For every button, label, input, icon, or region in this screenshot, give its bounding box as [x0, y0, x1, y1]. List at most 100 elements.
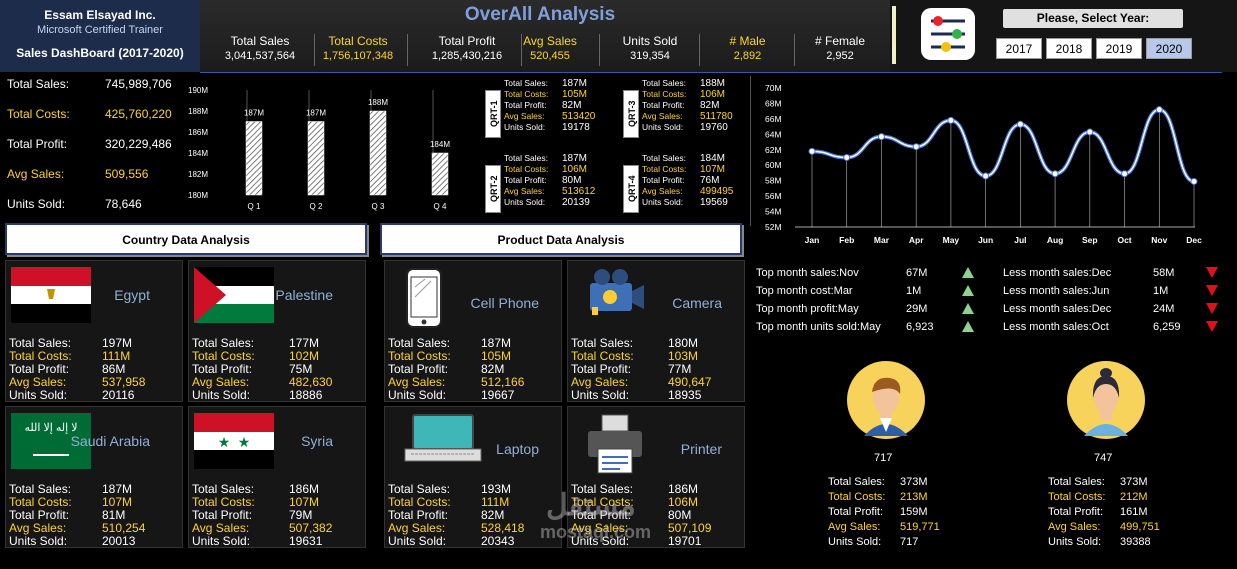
card-stat-value: 105M [481, 349, 512, 363]
top-month-value: 29M [906, 303, 928, 315]
year-button-2017[interactable]: 2017 [996, 38, 1042, 59]
card-stat-value: 19631 [289, 534, 323, 548]
product-card-laptop[interactable]: Laptop Total Sales: 193M Total Costs: 111M To… [384, 406, 562, 548]
card-stat-value: 107M [102, 495, 133, 509]
kpi-value: 520,455 [530, 50, 570, 62]
brand-name: Essam Elsayad Inc. [44, 8, 156, 22]
divider [794, 34, 795, 66]
filter-settings-icon[interactable] [921, 8, 975, 60]
down-arrow-icon [1206, 321, 1218, 332]
card-stat-value: 82M [481, 362, 505, 376]
kpi-female: # Female 2,952 [800, 34, 880, 62]
country-card-saudi-arabia[interactable]: لا إله إلا الله Saudi Arabia Total Sales: 1… [5, 406, 183, 548]
less-month-value: 6,259 [1153, 321, 1181, 333]
quarter-tag-qrt-2: QRT-2 [485, 165, 501, 213]
quarter-stat-label: Avg Sales: [642, 111, 683, 121]
bar-data-label: 187M [244, 109, 264, 118]
country-section-title: Country Data Analysis [5, 223, 367, 255]
down-arrow-icon [1206, 303, 1218, 314]
card-stat-label: Total Costs: [192, 495, 255, 509]
year-button-2020[interactable]: 2020 [1146, 38, 1192, 59]
quarter-stat-value: 19178 [562, 122, 590, 133]
gender-stat-value: 39388 [1120, 536, 1151, 548]
card-stat-label: Units Sold: [9, 388, 68, 402]
svg-text:★: ★ [218, 434, 231, 450]
quarter-stat-label: Total Costs: [642, 89, 687, 99]
product-card-camera[interactable]: Camera Total Sales: 180M Total Costs: 103M To… [567, 260, 745, 402]
top-month-label: Top month units sold:May [756, 321, 881, 333]
card-stat-value: 20116 [102, 388, 135, 402]
x-tick-label: Q 3 [372, 202, 385, 211]
y-tick-label: 56M [765, 191, 782, 201]
monthly-sales-line-chart: 70M 68M 66M 64M 62M 60M 58M 56M 54M 52M Jan Feb Mar A… [765, 83, 1202, 245]
card-name: Cell Phone [470, 295, 540, 311]
bar-data-label: 188M [368, 98, 388, 107]
x-tick-label: Oct [1117, 235, 1131, 245]
up-arrow-icon [962, 321, 974, 332]
y-tick-label: 54M [765, 207, 782, 217]
x-tick-label: Nov [1151, 235, 1167, 245]
divider [521, 34, 522, 66]
laptop-icon [403, 413, 483, 470]
card-name: Saudi Arabia [70, 433, 150, 449]
quarter-tag-qrt-3: QRT-3 [623, 90, 639, 138]
country-card-palestine[interactable]: Palestine Total Sales: 177M Total Costs: 102… [188, 260, 366, 402]
y-tick-label: 184M [188, 149, 208, 158]
card-stat-value: 197M [102, 336, 133, 350]
product-card-cell-phone[interactable]: Cell Phone Total Sales: 187M Total Costs: 10… [384, 260, 562, 402]
top-month-label: Top month profit:May [756, 303, 859, 315]
page-title: OverAll Analysis [464, 4, 616, 25]
card-stat-value: 102M [289, 349, 320, 363]
quarter-stat-value: 19760 [700, 122, 728, 133]
x-tick-label: Aug [1047, 235, 1064, 245]
quarter-stat-value: 499495 [700, 186, 734, 197]
watermark-latin: mostaql.com [540, 522, 652, 542]
product-card-printer[interactable]: Printer Total Sales: 186M Total Costs: 106M T… [567, 406, 745, 548]
card-stat-value: 82M [481, 508, 505, 522]
card-stat-value: 18935 [668, 388, 702, 402]
bar-q4 [431, 152, 449, 196]
country-card-egypt[interactable]: Egypt Total Sales: 197M Total Costs: 111M Tot… [5, 260, 183, 402]
card-name: Printer [680, 441, 722, 457]
quarter-stat-value: 82M [700, 100, 720, 111]
x-tick-label: May [943, 235, 960, 245]
year-filter-title: Please, Select Year: [1003, 9, 1183, 28]
card-stat-label: Total Costs: [388, 349, 451, 363]
x-tick-label: Q 4 [434, 202, 447, 211]
country-card-syria[interactable]: ★ ★ Syria Total Sales: 186M Total Costs: 107M T… [188, 406, 366, 548]
card-stat-label: Total Sales: [571, 482, 634, 496]
card-stat-value: 86M [102, 362, 126, 376]
quarter-stat-label: Avg Sales: [504, 111, 545, 121]
card-stat-value: 482,630 [289, 375, 333, 389]
card-stat-value: 80M [668, 508, 692, 522]
card-stat-label: Avg Sales: [9, 375, 67, 389]
female-avatar [1066, 360, 1146, 445]
point-feb [843, 154, 851, 161]
kpi-units-sold: Units Sold 319,354 [600, 34, 700, 62]
quarter-bar-chart: 190M 188M 186M 184M 182M 180M 187M Q 1 187M Q 2 18… [188, 86, 450, 211]
card-stat-value: 106M [668, 495, 699, 509]
year-button-2019[interactable]: 2019 [1096, 38, 1142, 59]
year-button-2018[interactable]: 2018 [1046, 38, 1092, 59]
y-tick-label: 64M [765, 129, 782, 139]
card-stat-label: Total Costs: [192, 349, 255, 363]
gender-stat-value: 161M [1120, 506, 1148, 518]
summary-value: 425,760,220 [105, 107, 172, 121]
point-nov [1155, 106, 1163, 114]
card-name: Egypt [114, 287, 150, 303]
kpi-label: Total Sales [230, 34, 290, 48]
card-stat-value: 107M [289, 495, 320, 509]
product-section-title: Product Data Analysis [380, 223, 742, 255]
x-tick-label: Jan [805, 235, 820, 245]
card-stat-value: 510,254 [102, 521, 146, 535]
card-stat-label: Units Sold: [571, 534, 630, 548]
watermark-arabic: مستقل [546, 489, 636, 522]
card-stat-label: Total Sales: [571, 336, 634, 350]
card-stat-label: Avg Sales: [571, 375, 629, 389]
card-stat-label: Total Sales: [388, 482, 451, 496]
point-jul [1016, 120, 1024, 128]
flag-inscription: لا إله إلا الله [24, 422, 78, 434]
x-tick-label: Q 2 [310, 202, 323, 211]
card-stat-label: Avg Sales: [192, 375, 250, 389]
summary-value: 78,646 [105, 197, 142, 211]
